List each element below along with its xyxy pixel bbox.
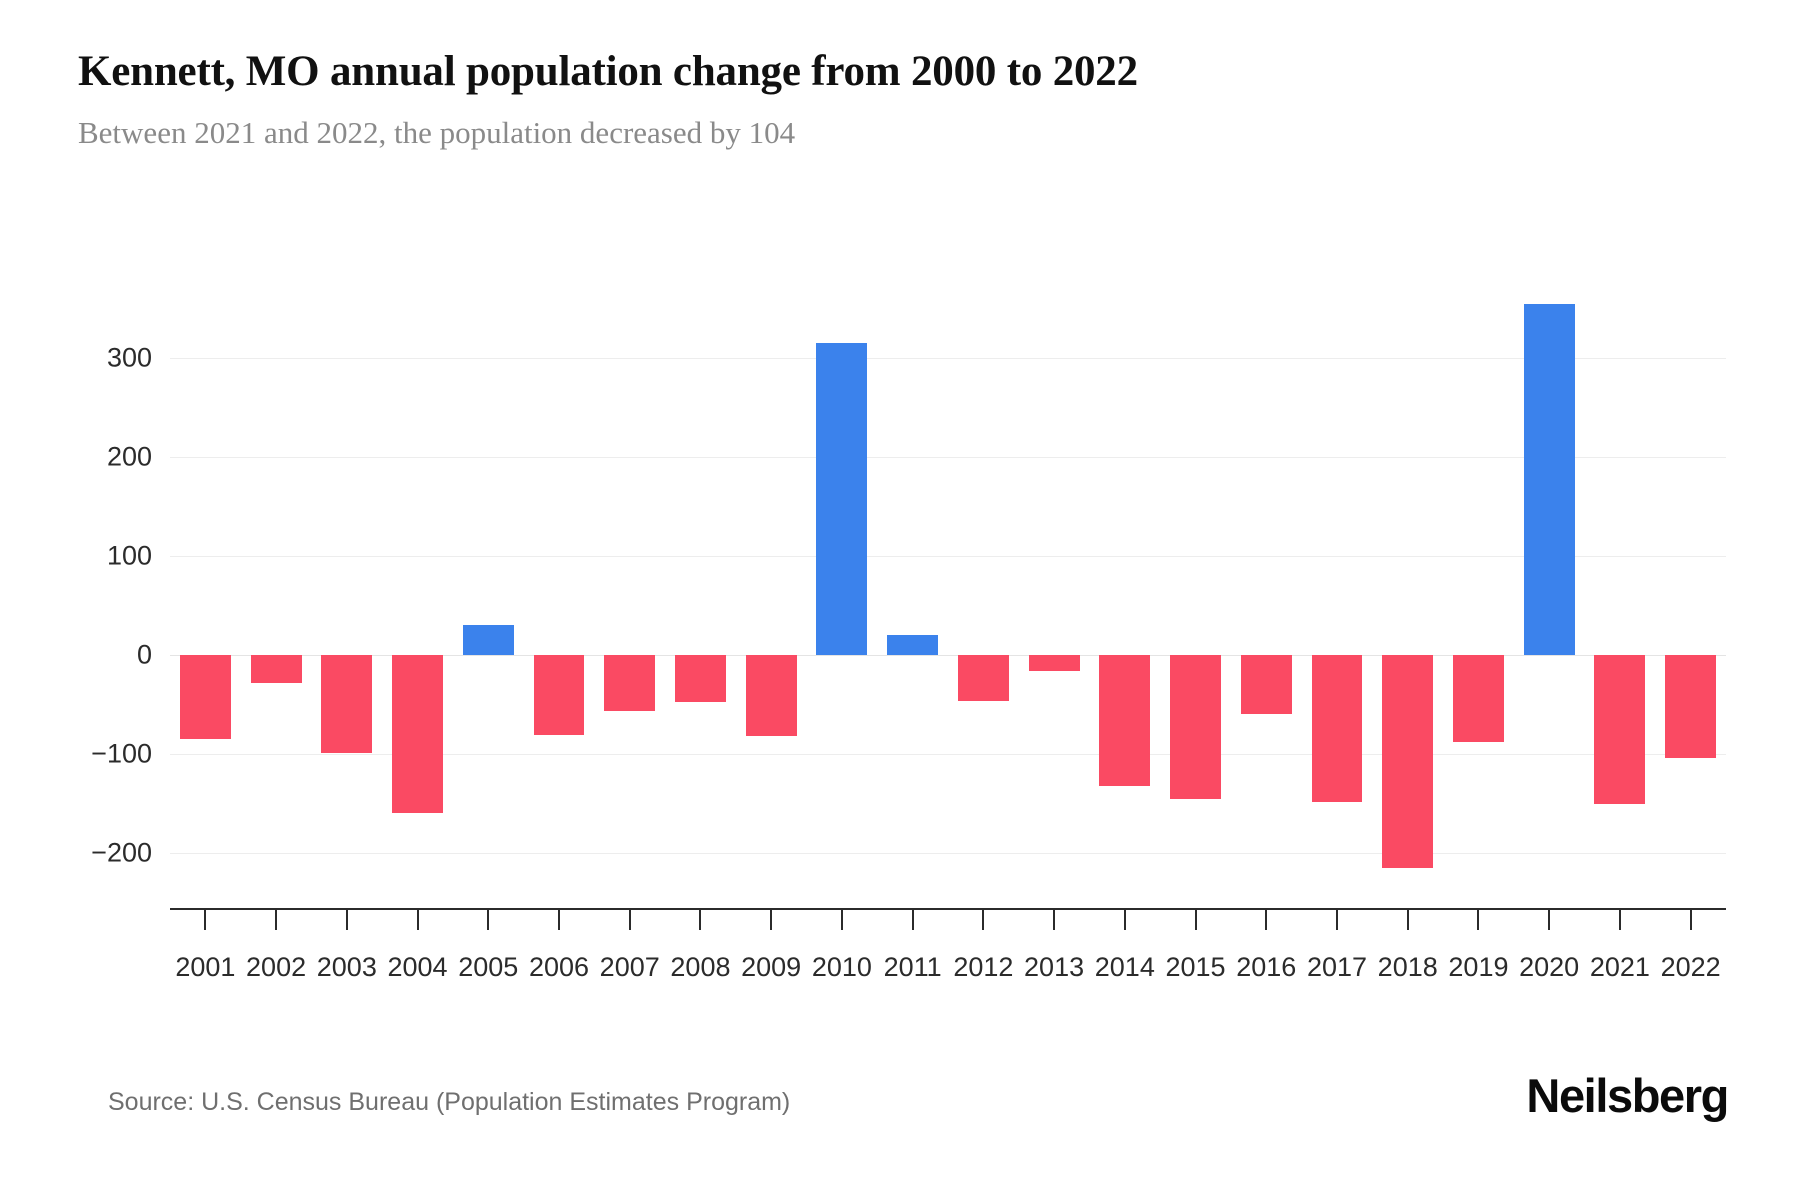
bar[interactable] <box>533 655 585 736</box>
bar-series <box>170 0 1726 1200</box>
x-axis-tick-label: 2019 <box>1448 952 1509 982</box>
x-axis-tick <box>1618 908 1621 930</box>
x-axis-tick-label: 2001 <box>175 952 236 982</box>
gridline <box>170 754 1726 755</box>
x-axis-tick <box>204 908 207 930</box>
bar[interactable] <box>179 655 231 740</box>
chart-subtitle: Between 2021 and 2022, the population de… <box>78 115 796 151</box>
x-axis-tick <box>911 908 914 930</box>
x-axis-tick <box>699 908 702 930</box>
x-axis-tick-label: 2006 <box>528 952 590 982</box>
x-axis-tick-label: 2020 <box>1519 952 1580 982</box>
gridline <box>170 457 1726 458</box>
x-axis-tick-label: 2010 <box>811 952 872 982</box>
x-axis-tick <box>982 908 985 930</box>
bar[interactable] <box>887 635 939 655</box>
bar[interactable] <box>1170 655 1221 799</box>
x-axis-tick-label: 2003 <box>316 952 377 982</box>
x-axis-tick <box>345 908 348 930</box>
x-axis-tick <box>1336 908 1338 930</box>
x-axis-tick-label: 2016 <box>1236 952 1297 982</box>
x-axis-tick-label: 2011 <box>883 952 942 982</box>
x-axis-tick-label: 2007 <box>599 952 660 982</box>
y-axis-tick-label: 200 <box>106 441 152 472</box>
x-axis-tick-label: 2002 <box>246 952 307 982</box>
x-axis-tick-label: 2008 <box>670 952 731 982</box>
zero-line <box>170 655 1726 656</box>
bar[interactable] <box>1594 655 1646 804</box>
bar[interactable] <box>321 655 373 753</box>
x-axis-tick <box>416 908 419 930</box>
x-axis-tick <box>1265 908 1268 930</box>
x-axis-tick <box>558 908 560 930</box>
x-axis-tick-label: 2015 <box>1165 952 1226 982</box>
y-axis-tick-label: 300 <box>106 342 152 373</box>
x-axis-tick <box>1406 908 1409 930</box>
y-axis-tick-label: −100 <box>91 738 152 769</box>
bar[interactable] <box>745 655 797 737</box>
x-axis-tick <box>275 908 278 930</box>
x-axis-tick <box>1689 908 1692 930</box>
y-axis-tick-label: 100 <box>106 540 152 571</box>
x-axis-tick-label: 2021 <box>1589 952 1650 982</box>
x-axis-tick-label: 2017 <box>1306 952 1368 982</box>
x-axis-tick-label: 2014 <box>1094 952 1155 982</box>
x-axis-tick-label: 2004 <box>387 952 448 982</box>
bar[interactable] <box>674 655 726 702</box>
bar[interactable] <box>1665 655 1717 758</box>
x-axis-tick <box>487 908 490 930</box>
x-axis-tick-label: 2018 <box>1377 952 1438 982</box>
page-title: Kennett, MO annual population change fro… <box>78 48 1138 95</box>
bar[interactable] <box>1028 655 1080 671</box>
y-axis-tick-label: −200 <box>91 837 152 868</box>
bar[interactable] <box>816 343 868 655</box>
bar[interactable] <box>1452 655 1504 743</box>
bar[interactable] <box>392 655 443 814</box>
x-axis-tick <box>770 908 773 930</box>
bar[interactable] <box>1099 655 1151 786</box>
y-axis-tick-label: 0 <box>136 639 152 670</box>
bar[interactable] <box>1240 655 1292 715</box>
bar[interactable] <box>1382 655 1434 868</box>
x-axis-tick <box>1053 908 1056 930</box>
bar[interactable] <box>604 655 656 712</box>
x-axis-tick <box>628 908 631 930</box>
bar[interactable] <box>250 655 302 683</box>
source-note: Source: U.S. Census Bureau (Population E… <box>108 1088 791 1116</box>
gridline <box>170 853 1726 854</box>
bar[interactable] <box>1311 655 1363 802</box>
x-axis-tick-label: 2005 <box>458 952 519 982</box>
x-axis-tick <box>1123 908 1126 930</box>
bar[interactable] <box>462 625 514 655</box>
x-axis-tick <box>1477 908 1480 930</box>
x-axis-tick <box>1548 908 1551 930</box>
bar[interactable] <box>957 655 1009 701</box>
x-axis-tick <box>1194 908 1197 930</box>
x-axis-tick-label: 2009 <box>741 952 802 982</box>
x-axis-tick <box>840 908 843 930</box>
bar[interactable] <box>1523 303 1575 655</box>
x-axis-tick-label: 2022 <box>1660 952 1721 982</box>
gridline <box>170 556 1726 557</box>
x-axis-tick-label: 2013 <box>1024 952 1085 982</box>
gridline <box>170 358 1726 359</box>
x-axis-line <box>170 908 1726 910</box>
x-axis-tick-label: 2012 <box>953 952 1014 982</box>
chart-header: Kennett, MO annual population change fro… <box>78 48 1728 151</box>
brand-logo: Neilsberg <box>1526 1069 1729 1122</box>
